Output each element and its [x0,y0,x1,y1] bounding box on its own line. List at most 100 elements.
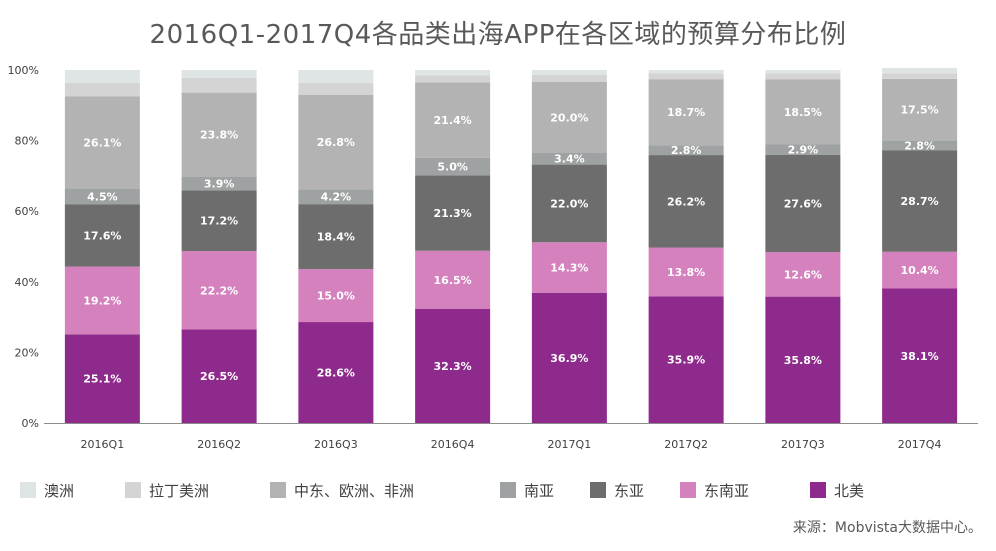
legend-item: 澳洲 [20,480,125,501]
bar-segment [765,296,841,423]
stacked-bar-chart: 0% 20% 40% 60% 80% 100% 25.1% 19.2% 17.6% 4.5% 26.… [8,64,978,451]
data-label: 17.6% [83,230,121,243]
bar-segment [531,152,607,165]
bar-segment [765,73,841,80]
bar-segment [64,70,140,84]
bar-segment [64,266,140,335]
bar-segment [765,144,841,155]
bar-segment [415,250,491,309]
x-tick-label: 2017Q2 [664,438,708,451]
source-note: 来源：Mobvista大数据中心。 [792,520,982,536]
bar-segment [64,83,140,97]
bar-segment [181,92,257,177]
bar-segment [648,70,724,74]
data-label: 17.5% [901,104,939,117]
data-label: 15.0% [317,290,355,303]
data-label: 25.1% [83,373,121,386]
bar-segment [882,140,958,151]
data-label: 22.0% [550,197,588,210]
legend-item: 拉丁美洲 [125,480,270,501]
data-label: 26.1% [83,137,121,150]
bar-segment [181,190,257,252]
bar-segment [298,82,374,95]
x-tick-label: 2016Q2 [197,438,241,451]
x-tick-label: 2017Q3 [781,438,825,451]
data-label: 20.0% [550,111,588,124]
legend: 澳洲 拉丁美洲 中东、欧洲、非洲 南亚 东亚 东南亚 北美 [20,478,980,502]
legend-label: 北美 [834,481,865,500]
data-label: 22.2% [200,284,238,297]
legend-label: 中东、欧洲、非洲 [294,481,415,500]
legend-item: 南亚 [500,480,590,501]
data-label: 2.8% [671,144,702,157]
bar-segment [531,164,607,243]
bar-segment [648,296,724,423]
legend-swatch [680,482,696,498]
bar-segment [531,70,607,75]
bar-segment [882,150,958,252]
data-label: 28.6% [317,367,355,380]
legend-label: 东亚 [614,481,645,500]
bar-segment [181,329,257,423]
legend-label: 东南亚 [704,481,750,500]
legend-item: 北美 [810,480,910,501]
bar-segment [415,75,491,83]
bar-segment [882,67,958,74]
legend-label: 拉丁美洲 [149,481,210,500]
y-tick-label: 40% [15,276,39,289]
bar-segment [64,188,140,205]
bar-segment [415,70,491,76]
data-label: 18.5% [784,106,822,119]
data-label: 2.9% [788,144,819,157]
chart-title: 2016Q1-2017Q4各品类出海APP在各区域的预算分布比例 [149,20,847,50]
y-tick-label: 20% [15,346,39,359]
legend-swatch [810,482,826,498]
bar-segment [181,70,257,78]
bar-segment [765,154,841,253]
bar-segment [531,292,607,423]
data-label: 35.9% [667,354,705,367]
bar-segment [415,308,491,423]
legend-item: 东亚 [590,480,680,501]
bar-segment [882,73,958,79]
data-label: 23.8% [200,129,238,142]
x-tick-label: 2017Q4 [898,438,942,451]
data-label: 10.4% [901,264,939,277]
legend-label: 南亚 [524,481,555,500]
data-label: 5.0% [437,161,468,174]
bar-segment [765,252,841,297]
legend-swatch [270,482,286,498]
data-label: 2.8% [904,140,935,153]
data-label: 4.2% [321,191,352,204]
data-label: 36.9% [550,352,588,365]
bar-segment [648,155,724,248]
bar-segment [882,288,958,423]
x-tick-label: 2016Q3 [314,438,358,451]
bar-segment [181,176,257,191]
bar-segment [181,77,257,93]
bar-segment [882,78,958,141]
y-tick-label: 100% [8,64,39,77]
y-tick-label: 80% [15,135,39,148]
bar-segment [64,334,140,423]
bar-segment [648,73,724,80]
bar-segment [415,175,491,251]
bar-segment [765,70,841,74]
data-label: 14.3% [550,262,588,275]
bar-segment [298,94,374,190]
data-label: 26.8% [317,136,355,149]
legend-swatch [500,482,516,498]
data-label: 28.7% [901,195,939,208]
bar-segment [648,79,724,146]
data-label: 18.4% [317,231,355,244]
data-label: 12.6% [784,268,822,281]
data-label: 26.2% [667,195,705,208]
y-tick-label: 60% [15,205,39,218]
bar-segment [531,242,607,293]
bar-segment [64,204,140,267]
x-tick-label: 2017Q1 [548,438,592,451]
data-label: 16.5% [434,274,472,287]
data-label: 3.9% [204,177,235,190]
data-label: 27.6% [784,197,822,210]
bar-segment [765,79,841,145]
